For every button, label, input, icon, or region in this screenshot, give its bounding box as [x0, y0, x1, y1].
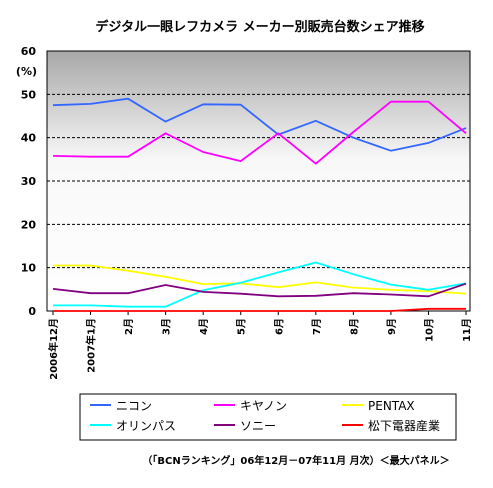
y-tick-label-30: 30 [21, 175, 37, 188]
y-tick-label-40: 40 [21, 132, 37, 145]
legend-label-0: ニコン [116, 399, 152, 413]
gridlines [47, 93, 470, 269]
x-tick-label: 9月 [386, 318, 398, 335]
legend-label-1: キヤノン [240, 399, 287, 413]
x-tick-label: 11月 [461, 318, 473, 342]
x-tick-label: 8月 [348, 318, 360, 335]
x-tick-label: 6月 [273, 318, 285, 335]
x-tick-label: 3月 [161, 318, 173, 335]
x-tick-label: 2006年12月 [47, 318, 60, 380]
legend: ニコン キヤノン PENTAX オリンパス ソニー 松下電器産業 [90, 399, 440, 433]
series-line-3 [53, 261, 467, 308]
legend-label-2: PENTAX [368, 399, 415, 413]
legend-label-5: 松下電器産業 [368, 418, 440, 433]
x-tick-label: 10月 [423, 318, 435, 342]
y-tick-label-20: 20 [21, 218, 37, 231]
x-tick-label: 7月 [311, 318, 323, 335]
y-axis-unit-label: (%) [16, 65, 37, 78]
y-tick-label-50: 50 [21, 88, 37, 101]
legend-label-4: ソニー [240, 419, 276, 433]
series-line-2 [53, 264, 467, 295]
series-lines [52, 97, 467, 312]
series-line-1 [52, 100, 467, 165]
y-tick-label-10: 10 [21, 262, 37, 275]
chart-title: デジタル一眼レフカメラ メーカー別販売台数シェア推移 [95, 19, 424, 35]
x-tick-label: 2月 [123, 318, 135, 335]
series-line-5 [53, 307, 466, 312]
x-axis-categories: 2006年12月 2007年1月 2月 3月 4月 5月 6月 7月 8月 9月 10月 11月 [47, 311, 473, 380]
x-tick-label: 2007年1月 [85, 318, 98, 373]
legend-label-3: オリンパス [116, 419, 176, 433]
y-tick-label-0: 0 [28, 305, 36, 318]
legend-box [79, 393, 457, 441]
series-line-4 [52, 282, 467, 298]
source-note: （「BCNランキング」06年12月－07年11月 月次）＜最大パネル＞ [142, 454, 449, 467]
x-tick-label: 4月 [198, 318, 210, 335]
y-tick-label-60: 60 [21, 45, 37, 58]
x-tick-label: 5月 [236, 318, 248, 335]
y-axis-ticks: 0 10 20 30 40 50 60 [21, 45, 37, 318]
series-line-0 [52, 97, 467, 152]
